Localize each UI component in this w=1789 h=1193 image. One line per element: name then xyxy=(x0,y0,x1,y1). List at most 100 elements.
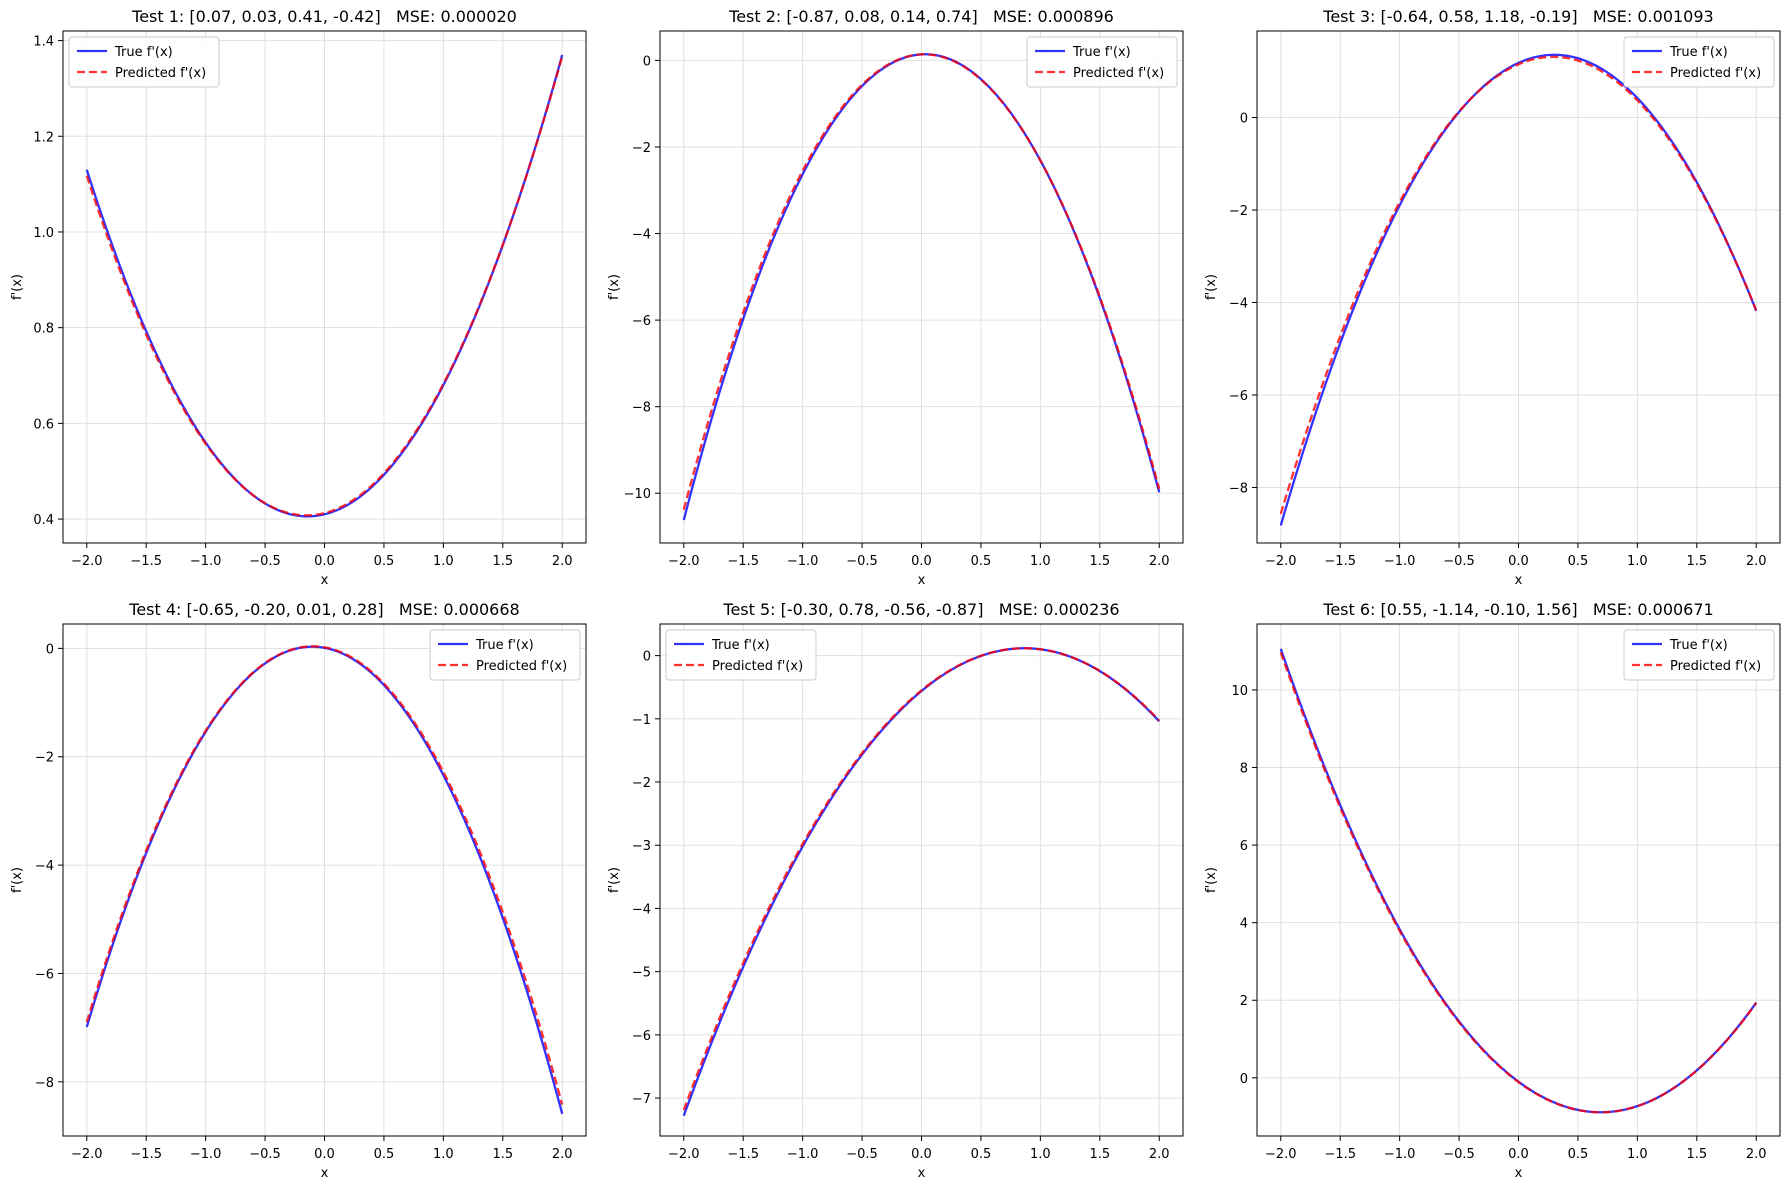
x-axis-label: x xyxy=(321,1166,329,1181)
legend-label: True f'(x) xyxy=(711,638,770,653)
y-tick-label: 0 xyxy=(46,642,54,657)
legend-box xyxy=(68,36,220,88)
legend-label: Predicted f'(x) xyxy=(712,659,803,674)
x-tick-label: 0.5 xyxy=(1568,1147,1589,1162)
y-tick-label: −6 xyxy=(1229,389,1248,404)
x-tick-label: 1.5 xyxy=(1686,1147,1707,1162)
axes-frame xyxy=(62,30,587,544)
y-tick-label: −4 xyxy=(35,859,54,874)
x-tick-label: −1.0 xyxy=(787,1147,819,1162)
subplot-title: Test 4: [-0.65, -0.20, 0.01, 0.28] MSE: … xyxy=(128,600,519,619)
x-tick-label: −0.5 xyxy=(846,1147,878,1162)
axes-frame xyxy=(659,30,1184,544)
legend: True f'(x) Predicted f'(x) xyxy=(1623,36,1775,88)
y-tick-label: −4 xyxy=(632,902,651,917)
x-tick-label: −1.0 xyxy=(1384,554,1416,569)
y-tick-label: 6 xyxy=(1240,839,1248,854)
legend-label: True f'(x) xyxy=(114,45,173,60)
axes-frame xyxy=(1256,30,1781,544)
y-tick-label: −8 xyxy=(35,1076,54,1091)
y-tick-label: −2 xyxy=(1229,204,1248,219)
x-tick-label: −1.5 xyxy=(130,1147,162,1162)
subplot-title: Test 1: [0.07, 0.03, 0.41, -0.42] MSE: 0… xyxy=(131,7,517,26)
y-tick-label: −5 xyxy=(632,966,651,981)
x-tick-label: 0.0 xyxy=(1508,554,1529,569)
y-tick-label: −2 xyxy=(632,141,651,156)
y-tick-label: −8 xyxy=(1229,481,1248,496)
y-axis-label: f'(x) xyxy=(607,274,622,300)
y-tick-label: 0 xyxy=(643,54,651,69)
x-tick-label: −2.0 xyxy=(71,554,103,569)
x-tick-label: 1.5 xyxy=(492,1147,513,1162)
x-tick-label: −1.5 xyxy=(1324,1147,1356,1162)
x-tick-label: 0.0 xyxy=(1508,1147,1529,1162)
x-tick-label: 2.0 xyxy=(1746,554,1767,569)
y-tick-label: −2 xyxy=(632,776,651,791)
y-tick-label: 10 xyxy=(1231,684,1248,699)
axes-frame xyxy=(659,623,1184,1137)
y-tick-label: −4 xyxy=(1229,296,1248,311)
x-tick-label: 0.5 xyxy=(374,554,395,569)
y-tick-label: −1 xyxy=(632,713,651,728)
axes-frame xyxy=(1256,623,1781,1137)
legend-label: Predicted f'(x) xyxy=(1670,66,1761,81)
legend-label: True f'(x) xyxy=(475,638,534,653)
x-tick-label: −0.5 xyxy=(1443,1147,1475,1162)
subplot-title: Test 6: [0.55, -1.14, -0.10, 1.56] MSE: … xyxy=(1322,600,1713,619)
legend: True f'(x) Predicted f'(x) xyxy=(665,629,817,681)
legend-label: Predicted f'(x) xyxy=(476,659,567,674)
subplot-title: Test 5: [-0.30, 0.78, -0.56, -0.87] MSE:… xyxy=(722,600,1119,619)
y-tick-label: −4 xyxy=(632,228,651,243)
legend-box xyxy=(1623,629,1775,681)
x-tick-label: 0.0 xyxy=(911,1147,932,1162)
x-tick-label: −0.5 xyxy=(846,554,878,569)
x-tick-label: −0.5 xyxy=(1443,554,1475,569)
x-tick-label: 1.0 xyxy=(433,1147,454,1162)
legend-label: Predicted f'(x) xyxy=(1073,66,1164,81)
x-tick-label: 2.0 xyxy=(552,554,573,569)
legend: True f'(x) Predicted f'(x) xyxy=(68,36,220,88)
x-tick-label: −2.0 xyxy=(668,1147,700,1162)
y-tick-label: 0.4 xyxy=(33,513,54,528)
y-tick-label: 0.6 xyxy=(33,417,54,432)
x-tick-label: −2.0 xyxy=(1265,554,1297,569)
y-tick-label: 2 xyxy=(1240,994,1248,1009)
y-tick-label: −8 xyxy=(632,401,651,416)
legend: True f'(x) Predicted f'(x) xyxy=(1623,629,1775,681)
x-tick-label: −2.0 xyxy=(1265,1147,1297,1162)
legend-box xyxy=(665,629,817,681)
x-tick-label: −1.5 xyxy=(1324,554,1356,569)
x-axis-label: x xyxy=(918,1166,926,1181)
subplot-4: −2.0 −1.5 −1.0 −0.5 0.0 0.5 1.0 1.5 2.0 −8 −6 −4 −2 0… xyxy=(10,600,587,1181)
y-axis-label: f'(x) xyxy=(1204,274,1219,300)
y-tick-label: 8 xyxy=(1240,762,1248,777)
y-tick-label: 0 xyxy=(1240,111,1248,126)
y-axis-label: f'(x) xyxy=(607,867,622,893)
y-tick-label: −10 xyxy=(624,487,651,502)
x-axis-label: x xyxy=(918,573,926,588)
y-axis-label: f'(x) xyxy=(10,274,25,300)
x-tick-label: −2.0 xyxy=(668,554,700,569)
x-tick-label: 0.5 xyxy=(1568,554,1589,569)
x-tick-label: 2.0 xyxy=(1746,1147,1767,1162)
y-tick-label: 1.2 xyxy=(33,130,54,145)
y-tick-label: −6 xyxy=(35,967,54,982)
y-tick-label: −6 xyxy=(632,314,651,329)
x-tick-label: −1.0 xyxy=(787,554,819,569)
y-tick-label: −2 xyxy=(35,751,54,766)
x-tick-label: 1.5 xyxy=(1089,554,1110,569)
y-tick-label: 4 xyxy=(1240,917,1248,932)
x-tick-label: 2.0 xyxy=(1149,554,1170,569)
x-tick-label: 1.5 xyxy=(1089,1147,1110,1162)
x-tick-label: 0.0 xyxy=(314,1147,335,1162)
x-tick-label: 1.0 xyxy=(1627,554,1648,569)
predicted-line xyxy=(1279,651,1758,1114)
legend-label: True f'(x) xyxy=(1072,45,1131,60)
x-tick-label: −1.0 xyxy=(190,1147,222,1162)
legend-label: Predicted f'(x) xyxy=(115,66,206,81)
subplot-3: −2.0 −1.5 −1.0 −0.5 0.0 0.5 1.0 1.5 2.0 −8 −6 −4 −2 0… xyxy=(1204,7,1781,588)
y-tick-label: 1.4 xyxy=(33,35,54,50)
x-tick-label: −0.5 xyxy=(249,1147,281,1162)
x-axis-label: x xyxy=(1515,573,1523,588)
y-tick-label: 1.0 xyxy=(33,226,54,241)
